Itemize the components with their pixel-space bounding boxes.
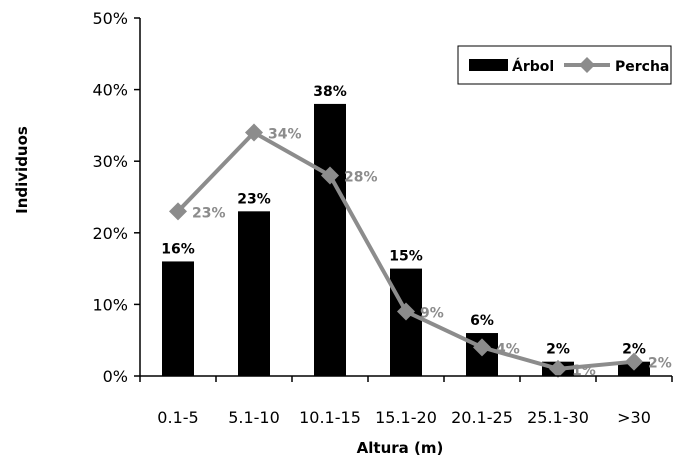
bar-data-label: 15%	[389, 249, 423, 265]
x-tick-label: 15.1-20	[375, 408, 437, 427]
legend-label-arbol: Árbol	[512, 58, 554, 75]
legend-label-percha: Percha	[615, 59, 669, 75]
x-axis-ticks: 0.1-5 5.1-10 10.1-15 15.1-20 20.1-25 25.1-30 >…	[140, 376, 672, 427]
line-data-label: 23%	[192, 205, 226, 221]
y-tick-label: 10%	[92, 295, 128, 314]
x-tick-label: 25.1-30	[527, 408, 589, 427]
legend-swatch-arbol	[469, 59, 508, 71]
line-data-label: 2%	[648, 356, 672, 372]
bar-data-label: 38%	[313, 84, 347, 100]
x-tick-label: 10.1-15	[299, 408, 361, 427]
y-tick-label: 40%	[92, 81, 128, 100]
bar-data-label: 23%	[237, 191, 271, 207]
y-tick-label: 30%	[92, 152, 128, 171]
bar	[238, 211, 270, 376]
x-tick-label: 0.1-5	[157, 408, 198, 427]
y-axis-title: Individuos	[13, 126, 31, 214]
bar-series	[162, 104, 650, 376]
x-tick-label: 5.1-10	[228, 408, 280, 427]
y-axis-ticks: 0% 10% 20% 30% 40% 50%	[92, 9, 140, 386]
bar	[390, 269, 422, 376]
x-tick-label: >30	[617, 408, 651, 427]
line-data-label: 1%	[572, 363, 596, 379]
line-data-label: 34%	[268, 127, 302, 143]
line-data-label: 28%	[344, 170, 378, 186]
bar-data-label: 16%	[161, 241, 195, 257]
bar-data-label: 6%	[470, 313, 494, 329]
x-axis-title: Altura (m)	[357, 439, 444, 457]
y-tick-label: 0%	[103, 367, 128, 386]
line-data-label: 9%	[420, 306, 444, 322]
bar-data-label: 2%	[546, 342, 570, 358]
bar	[162, 261, 194, 376]
y-tick-label: 50%	[92, 9, 128, 28]
y-tick-label: 20%	[92, 224, 128, 243]
line-data-label: 4%	[496, 341, 520, 357]
bar	[314, 104, 346, 376]
legend: Árbol Percha	[458, 46, 671, 84]
x-tick-label: 20.1-25	[451, 408, 513, 427]
bar-data-label: 2%	[622, 342, 646, 358]
